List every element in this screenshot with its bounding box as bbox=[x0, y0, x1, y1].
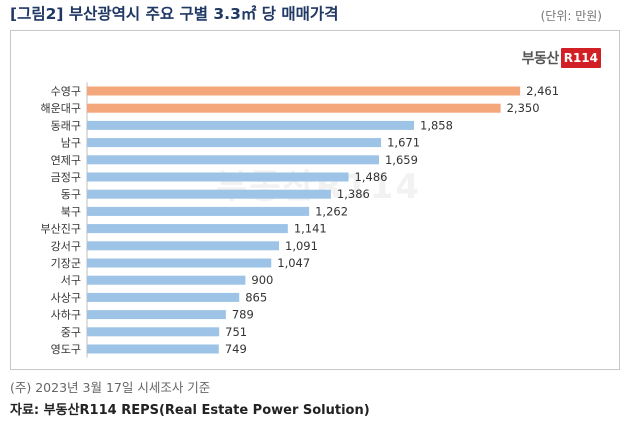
bar bbox=[87, 292, 240, 302]
logo-text: 부동산 bbox=[521, 51, 560, 67]
value-label: 2,461 bbox=[526, 84, 559, 98]
value-label: 1,047 bbox=[277, 256, 310, 270]
bar bbox=[87, 103, 501, 113]
value-label: 1,091 bbox=[285, 239, 318, 253]
category-label: 사하구 bbox=[51, 308, 81, 322]
value-label: 1,262 bbox=[315, 204, 348, 218]
category-label: 부산진구 bbox=[41, 223, 81, 236]
value-label: 900 bbox=[251, 273, 273, 287]
unit-label: (단위: 만원) bbox=[540, 9, 602, 23]
category-label: 동래구 bbox=[51, 119, 81, 132]
chart-frame: 부동산R114 부동산 R114 수영구 2,461 해운대구 2,350 동래구 1,8… bbox=[10, 30, 620, 370]
value-label: 2,350 bbox=[507, 101, 540, 115]
value-label: 749 bbox=[225, 342, 247, 356]
category-label: 동구 bbox=[61, 188, 81, 201]
value-label: 1,141 bbox=[294, 222, 327, 236]
bar-chart: 수영구 2,461 해운대구 2,350 동래구 1,858 남구 1,671 연제구 1,659… bbox=[41, 82, 559, 358]
bar bbox=[87, 224, 288, 234]
bar bbox=[87, 310, 226, 320]
bar bbox=[87, 120, 415, 130]
value-label: 1,671 bbox=[387, 136, 420, 150]
bar bbox=[87, 86, 521, 96]
source-line: 자료: 부동산R114 REPS(Real Estate Power Solut… bbox=[10, 403, 370, 418]
category-label: 수영구 bbox=[51, 85, 81, 98]
bar bbox=[87, 327, 220, 337]
category-label: 해운대구 bbox=[41, 101, 81, 115]
bar bbox=[87, 241, 280, 251]
footnote: (주) 2023년 3월 17일 시세조사 기준 bbox=[10, 380, 211, 395]
category-label: 서구 bbox=[61, 274, 81, 287]
value-label: 1,858 bbox=[420, 118, 453, 132]
bar bbox=[87, 172, 349, 182]
value-label: 1,486 bbox=[355, 170, 388, 184]
logo: 부동산 R114 bbox=[522, 48, 601, 68]
bar bbox=[87, 138, 382, 148]
value-label: 751 bbox=[225, 325, 247, 339]
bar bbox=[87, 344, 219, 354]
category-label: 기장군 bbox=[51, 257, 81, 270]
category-label: 금정구 bbox=[51, 171, 81, 184]
bar bbox=[87, 206, 310, 216]
value-label: 865 bbox=[245, 290, 267, 304]
category-label: 남구 bbox=[61, 137, 81, 150]
value-label: 1,386 bbox=[337, 187, 370, 201]
category-label: 강서구 bbox=[51, 240, 81, 253]
category-label: 북구 bbox=[61, 205, 81, 218]
bar bbox=[87, 189, 331, 199]
bar bbox=[87, 258, 272, 268]
category-label: 연제구 bbox=[51, 154, 81, 167]
category-label: 중구 bbox=[61, 326, 81, 339]
category-label: 영도구 bbox=[51, 343, 81, 356]
bar bbox=[87, 155, 379, 165]
bar bbox=[87, 275, 246, 285]
category-label: 사상구 bbox=[51, 291, 81, 304]
value-label: 1,659 bbox=[385, 153, 418, 167]
logo-badge: R114 bbox=[560, 48, 601, 68]
value-label: 789 bbox=[232, 308, 254, 322]
chart-title: [그림2] 부산광역시 주요 구별 3.3㎡ 당 매매가격 bbox=[10, 5, 339, 23]
